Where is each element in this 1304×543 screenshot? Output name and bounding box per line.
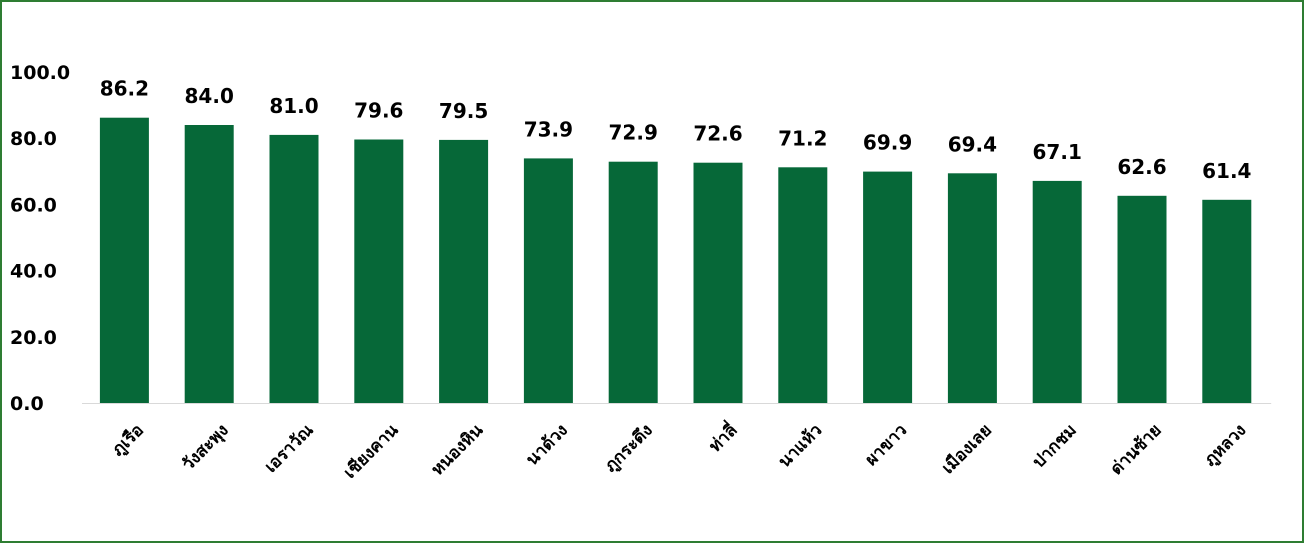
data-label: 69.4: [948, 132, 997, 156]
x-category-label: ด่านซ้าย: [1107, 420, 1166, 479]
bar: [99, 117, 149, 403]
x-category-label: นาแห้ว: [775, 420, 827, 472]
x-category-label: เอราวัณ: [261, 420, 318, 477]
bars: [99, 117, 1252, 403]
x-category-label: ภูกระดึง: [601, 420, 658, 477]
bar: [523, 158, 573, 403]
data-label: 84.0: [185, 84, 234, 108]
x-category-label: ภูหลวง: [1200, 420, 1251, 471]
bar: [608, 161, 658, 403]
bar: [947, 173, 997, 403]
bar: [184, 125, 234, 403]
bar: [439, 139, 489, 403]
y-tick-label: 60.0: [10, 194, 57, 216]
data-label: 72.6: [693, 122, 742, 146]
bar: [863, 171, 913, 403]
bar: [269, 134, 319, 403]
bar: [1032, 180, 1082, 403]
data-label: 79.6: [354, 99, 403, 123]
data-label: 86.2: [100, 77, 149, 101]
x-category-label: นาด้วง: [522, 420, 572, 470]
x-category-label: วังสะพุง: [178, 420, 232, 474]
data-label: 61.4: [1202, 159, 1251, 183]
x-category-label: ท่าลี่: [703, 418, 741, 456]
y-tick-label: 40.0: [10, 261, 57, 283]
bar: [1117, 195, 1167, 403]
data-label: 71.2: [778, 126, 827, 150]
data-label: 81.0: [269, 94, 318, 118]
data-label: 69.9: [863, 131, 912, 155]
data-label: 67.1: [1033, 140, 1082, 164]
y-tick-label: 80.0: [10, 128, 57, 150]
y-tick-label: 100.0: [10, 62, 70, 84]
x-category-label: เมืองเลย: [937, 420, 995, 478]
x-category-label: ภูเรือ: [107, 420, 148, 461]
data-label: 62.6: [1117, 155, 1166, 179]
data-label: 72.9: [609, 121, 658, 145]
y-tick-label: 20.0: [10, 327, 57, 349]
x-category-label: เชียงคาน: [339, 419, 402, 482]
bar: [778, 167, 828, 403]
x-category-label: ปากชม: [1029, 420, 1081, 472]
x-category-label: ผาขาว: [861, 420, 911, 470]
y-tick-label: 0.0: [10, 393, 44, 415]
bar: [1202, 199, 1252, 403]
y-axis: 0.0 20.0 40.0 60.0 80.0 100.0: [10, 62, 70, 415]
x-axis: ภูเรือ วังสะพุง เอราวัณ เชียงคาน หนองหิน นาด้…: [107, 418, 1251, 482]
data-label: 79.5: [439, 99, 488, 123]
bar: [354, 139, 404, 403]
data-labels: 86.2 84.0 81.0 79.6 79.5 73.9 72.9 72.6 71.2 69.9…: [100, 77, 1252, 183]
data-label: 73.9: [524, 117, 573, 141]
bar: [693, 162, 743, 403]
x-category-label: หนองหิน: [428, 420, 488, 480]
